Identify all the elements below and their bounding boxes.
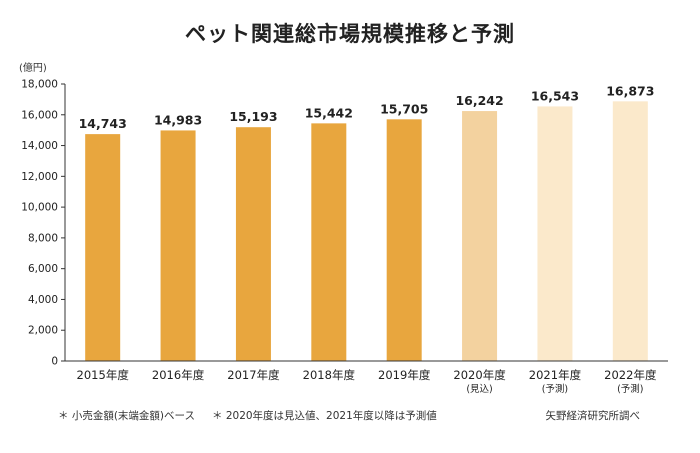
x-tick-sublabel: (見込)	[466, 384, 492, 395]
y-axis-unit-label: (億円)	[19, 63, 47, 74]
x-tick-label: 2021年度	[529, 368, 582, 382]
x-axis: 2015年度 2016年度 2017年度 2018年度 2019年度 2020年度 (見込)…	[65, 360, 668, 395]
y-tick-label: 18,000	[21, 79, 58, 91]
y-tick-label: 2,000	[28, 325, 58, 337]
source-credit: 矢野経済研究所調べ	[545, 410, 641, 422]
y-tick-label: 6,000	[28, 263, 58, 275]
x-tick-label: 2022年度	[604, 368, 657, 382]
bar-value-label: 14,983	[154, 112, 202, 127]
bar-value-label: 14,743	[79, 116, 127, 131]
x-tick-label: 2016年度	[152, 368, 205, 382]
y-axis: 0 2,000 4,000 6,000 8,000 10,000 12,000 14,000 1…	[21, 79, 66, 368]
bar	[537, 106, 573, 362]
y-tick-label: 14,000	[21, 140, 58, 152]
y-tick-label: 4,000	[28, 294, 58, 306]
y-tick-label: 16,000	[21, 109, 58, 121]
x-tick-label: 2019年度	[378, 368, 431, 382]
bar	[311, 123, 347, 361]
x-tick-sublabel: (予測)	[617, 383, 643, 395]
y-tick-label: 10,000	[21, 202, 58, 214]
x-tick-label: 2015年度	[77, 368, 130, 382]
y-tick-label: 12,000	[21, 171, 58, 183]
bar	[462, 111, 498, 361]
x-tick-label: 2020年度	[453, 368, 506, 382]
footnote-estimate-note: ＊ 2020年度は見込値、2021年度以降は予測値	[212, 410, 437, 422]
x-tick-label: 2018年度	[303, 368, 356, 382]
bar-value-label: 15,193	[229, 109, 277, 124]
bar	[235, 127, 271, 361]
chart-title: ペット関連総市場規模推移と予測	[185, 22, 515, 46]
bar-value-label: 15,442	[305, 105, 353, 120]
y-tick-label: 0	[51, 356, 58, 368]
bar	[612, 101, 648, 362]
bars: 14,743 14,983 15,193 15,442 15,705 16,242 16,5…	[79, 83, 654, 362]
bar-value-label: 16,543	[531, 88, 579, 103]
x-tick-label: 2017年度	[227, 368, 280, 382]
bar-value-label: 15,705	[380, 101, 428, 116]
bar-value-label: 16,242	[455, 93, 503, 108]
y-tick-label: 8,000	[28, 232, 58, 244]
bar-value-label: 16,873	[606, 83, 654, 98]
bar	[160, 130, 196, 361]
bar	[85, 134, 121, 361]
x-tick-sublabel: (予測)	[542, 383, 568, 395]
footnote-retail-basis: ＊ 小売金額(末端金額)ベース	[58, 410, 196, 422]
bar	[386, 119, 422, 361]
